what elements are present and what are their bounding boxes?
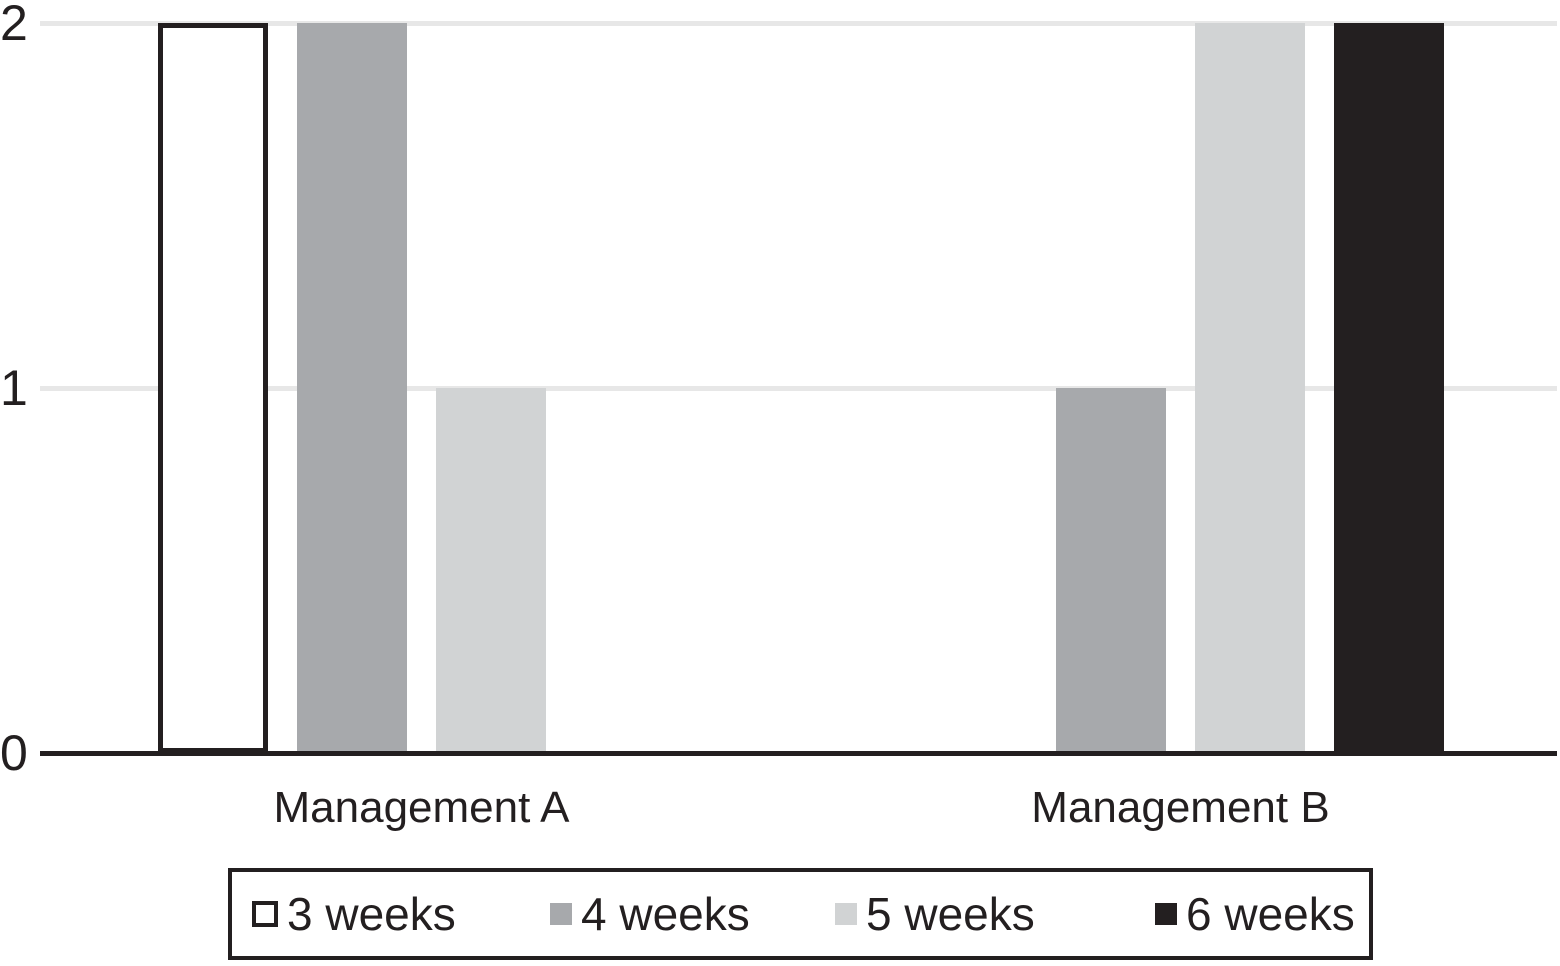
legend-label: 4 weeks	[581, 888, 750, 940]
legend-swatch-5-weeks-icon	[835, 903, 857, 925]
legend-swatch-3-weeks-icon	[252, 901, 278, 927]
y-axis-tick-label: 2	[0, 0, 28, 51]
bar-management-b-6-weeks	[1334, 23, 1444, 753]
y-axis-tick-label: 0	[0, 725, 28, 781]
legend-item-6-weeks: 6 weeks	[1155, 872, 1355, 956]
legend-label: 5 weeks	[866, 888, 1035, 940]
x-axis-category-label-management-b: Management B	[1031, 783, 1330, 832]
x-axis-line	[40, 750, 1557, 756]
legend-label: 3 weeks	[287, 888, 456, 940]
bar-management-b-5-weeks	[1195, 23, 1305, 753]
legend-label: 6 weeks	[1186, 888, 1355, 940]
y-axis-tick-label: 1	[0, 360, 28, 416]
gridline-y-2	[40, 20, 1557, 26]
x-axis-category-label-management-a: Management A	[273, 783, 570, 832]
bar-management-a-4-weeks	[297, 23, 407, 753]
legend-item-4-weeks: 4 weeks	[550, 872, 750, 956]
legend: 3 weeks 4 weeks 5 weeks 6 weeks	[228, 868, 1373, 960]
legend-item-3-weeks: 3 weeks	[252, 872, 456, 956]
bar-management-a-5-weeks	[436, 388, 546, 753]
bar-management-a-3-weeks	[158, 23, 268, 753]
legend-swatch-4-weeks-icon	[550, 903, 572, 925]
legend-swatch-6-weeks-icon	[1155, 903, 1177, 925]
legend-item-5-weeks: 5 weeks	[835, 872, 1035, 956]
bar-management-b-4-weeks	[1056, 388, 1166, 753]
gridline-y-1	[40, 385, 1557, 391]
